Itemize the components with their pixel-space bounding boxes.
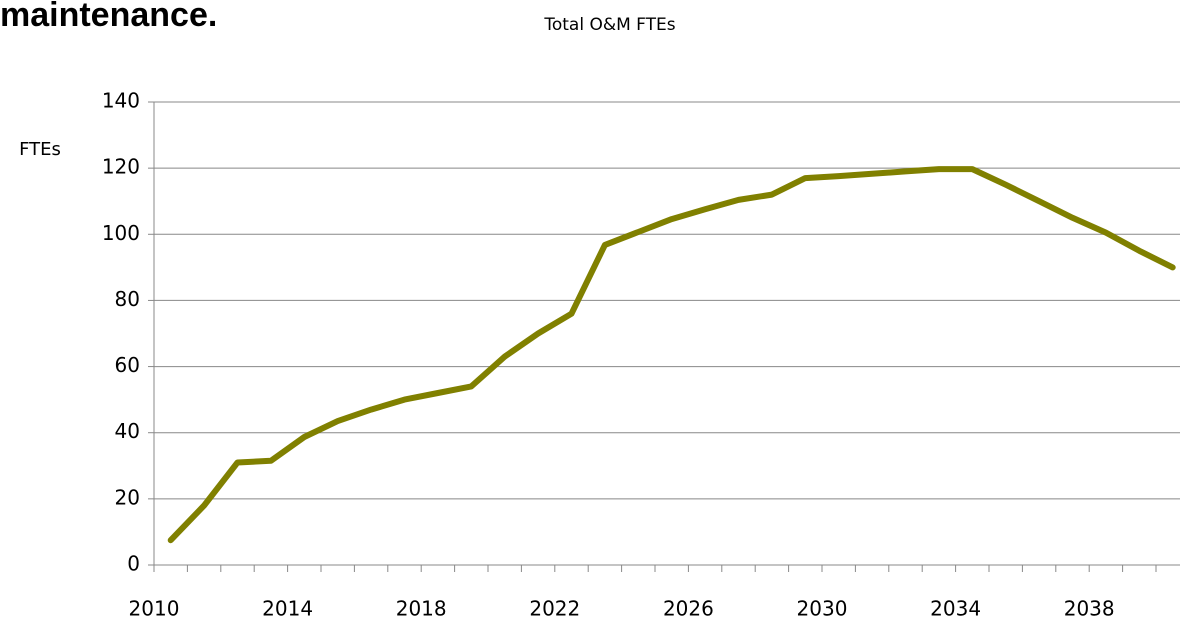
y-tick-label: 40 <box>115 419 140 443</box>
x-tick-label: 2038 <box>1064 597 1115 621</box>
y-tick-label: 140 <box>102 89 140 113</box>
y-axis-label: FTEs <box>19 139 61 160</box>
y-tick-label: 20 <box>115 485 140 509</box>
x-tick-label: 2026 <box>663 597 714 621</box>
chart-title: Total O&M FTEs <box>543 15 675 35</box>
y-tick-label: 120 <box>102 155 140 179</box>
y-tick-label: 0 <box>127 552 140 576</box>
y-tick-label: 60 <box>115 353 140 377</box>
x-tick-label: 2018 <box>396 597 447 621</box>
heading: maintenance. <box>0 0 217 34</box>
x-tick-label: 2014 <box>262 597 313 621</box>
x-tick-label: 2010 <box>129 597 180 621</box>
data-line <box>167 166 1176 544</box>
x-tick-label: 2030 <box>797 597 848 621</box>
y-tick-label: 100 <box>102 221 140 245</box>
x-tick-label: 2034 <box>930 597 981 621</box>
x-tick-label: 2022 <box>529 597 580 621</box>
y-tick-label: 80 <box>115 287 140 311</box>
